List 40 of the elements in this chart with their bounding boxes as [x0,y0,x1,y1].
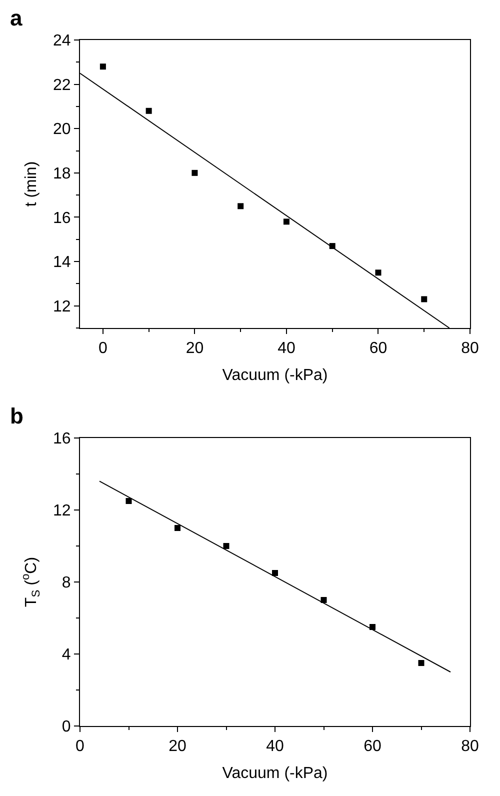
y-axis-title: t (min) [22,161,40,207]
point [100,64,106,70]
x-axis-title: Vacuum (-kPa) [222,764,328,782]
x-axis-title: Vacuum (-kPa) [222,366,328,384]
y-tick-label: 12 [53,502,71,520]
point [223,543,230,549]
point [375,270,382,276]
point [320,597,327,603]
y-tick-label: 8 [62,574,71,592]
y-tick-label: 22 [53,76,71,94]
y-tick-label: 4 [62,646,71,664]
y-tick-label: 0 [62,718,71,736]
x-tick-label: 0 [76,738,85,756]
x-tick-label: 80 [461,738,479,756]
y-tick-label: 24 [53,32,71,50]
y-tick-label: 12 [53,298,71,316]
y-tick-label: 14 [53,254,71,272]
chart-title: a [10,5,23,30]
point [421,296,428,302]
point [238,203,244,210]
x-tick-label: 60 [369,340,388,358]
x-tick-label: 0 [98,340,108,358]
x-tick-label: 80 [461,340,479,358]
point [126,498,132,504]
x-tick-label: 20 [168,738,186,756]
x-tick-label: 40 [278,340,296,358]
x-tick-label: 40 [266,738,284,756]
y-tick-label: 20 [53,121,71,138]
point [146,108,152,114]
point [418,660,424,666]
chart-title: b [10,403,24,428]
y-tick-label: 16 [53,430,71,448]
y-tick-label: 16 [53,210,71,227]
point [272,570,278,576]
x-tick-label: 60 [364,738,382,756]
x-tick-label: 20 [186,340,204,358]
point [192,170,198,176]
point [174,525,180,531]
y-tick-label: 18 [53,166,71,183]
point [283,218,290,225]
